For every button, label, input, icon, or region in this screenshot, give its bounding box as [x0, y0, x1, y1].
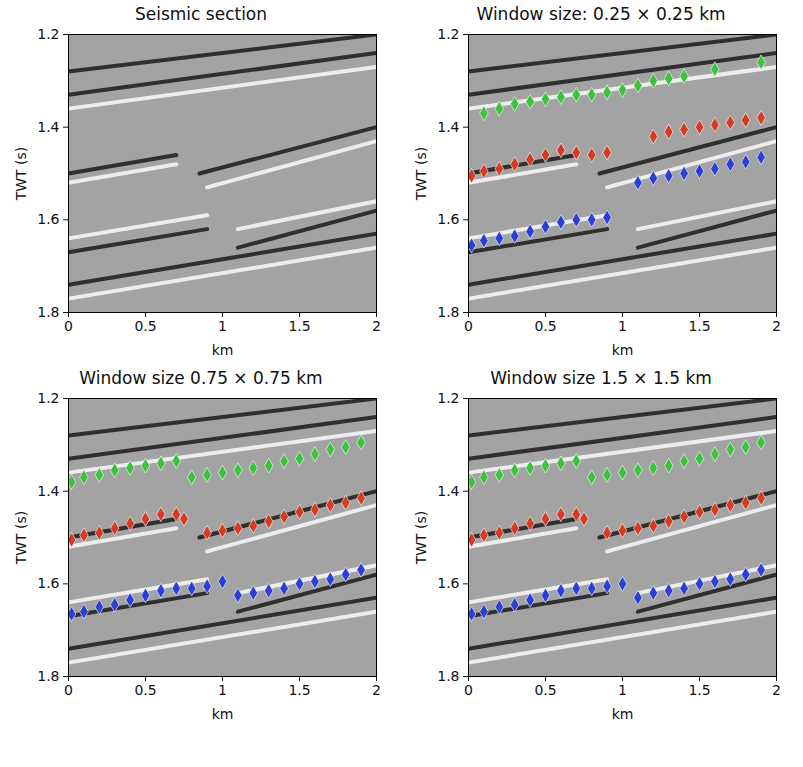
svg-text:1.8: 1.8	[437, 304, 459, 320]
svg-text:1: 1	[618, 318, 627, 334]
svg-text:1.4: 1.4	[437, 119, 459, 135]
svg-text:km: km	[212, 342, 234, 358]
svg-text:1.6: 1.6	[437, 575, 459, 591]
svg-text:1.5: 1.5	[288, 318, 310, 334]
svg-text:1.6: 1.6	[37, 211, 59, 227]
svg-text:1.6: 1.6	[437, 211, 459, 227]
svg-text:1.4: 1.4	[37, 483, 59, 499]
svg-text:1.4: 1.4	[37, 119, 59, 135]
svg-text:0: 0	[464, 682, 473, 698]
svg-text:km: km	[612, 342, 634, 358]
svg-text:2: 2	[772, 682, 781, 698]
svg-text:TWT (s): TWT (s)	[13, 511, 29, 566]
svg-text:km: km	[612, 706, 634, 722]
svg-text:1.4: 1.4	[437, 483, 459, 499]
svg-text:0.5: 0.5	[534, 318, 556, 334]
svg-text:TWT (s): TWT (s)	[413, 147, 429, 202]
svg-text:1.2: 1.2	[37, 390, 59, 406]
svg-text:TWT (s): TWT (s)	[413, 511, 429, 566]
svg-text:1.2: 1.2	[437, 390, 459, 406]
svg-text:1: 1	[218, 318, 227, 334]
svg-text:1.8: 1.8	[437, 668, 459, 684]
svg-text:2: 2	[372, 682, 381, 698]
svg-text:1.5: 1.5	[688, 682, 710, 698]
svg-text:0.5: 0.5	[134, 318, 156, 334]
svg-text:1: 1	[218, 682, 227, 698]
html-text:Window size 1.5 × 1.5 km: Window size 1.5 × 1.5 km	[490, 368, 712, 388]
html-text:Window size: 0.25 × 0.25 km: Window size: 0.25 × 0.25 km	[476, 4, 726, 24]
svg-text:2: 2	[372, 318, 381, 334]
svg-text:0: 0	[64, 682, 73, 698]
svg-text:2: 2	[772, 318, 781, 334]
svg-text:1.8: 1.8	[37, 668, 59, 684]
svg-text:1.5: 1.5	[288, 682, 310, 698]
svg-text:0: 0	[464, 318, 473, 334]
svg-text:km: km	[212, 706, 234, 722]
svg-text:0: 0	[64, 318, 73, 334]
svg-text:1.2: 1.2	[437, 26, 459, 42]
html-text:Window size 0.75 × 0.75 km: Window size 0.75 × 0.75 km	[79, 368, 323, 388]
svg-text:1: 1	[618, 682, 627, 698]
svg-text:1.8: 1.8	[37, 304, 59, 320]
svg-text:1.2: 1.2	[37, 26, 59, 42]
svg-text:TWT (s): TWT (s)	[13, 147, 29, 202]
svg-text:0.5: 0.5	[534, 682, 556, 698]
svg-text:0.5: 0.5	[134, 682, 156, 698]
html-text:Seismic section: Seismic section	[135, 4, 267, 24]
svg-text:1.5: 1.5	[688, 318, 710, 334]
svg-text:1.6: 1.6	[37, 575, 59, 591]
